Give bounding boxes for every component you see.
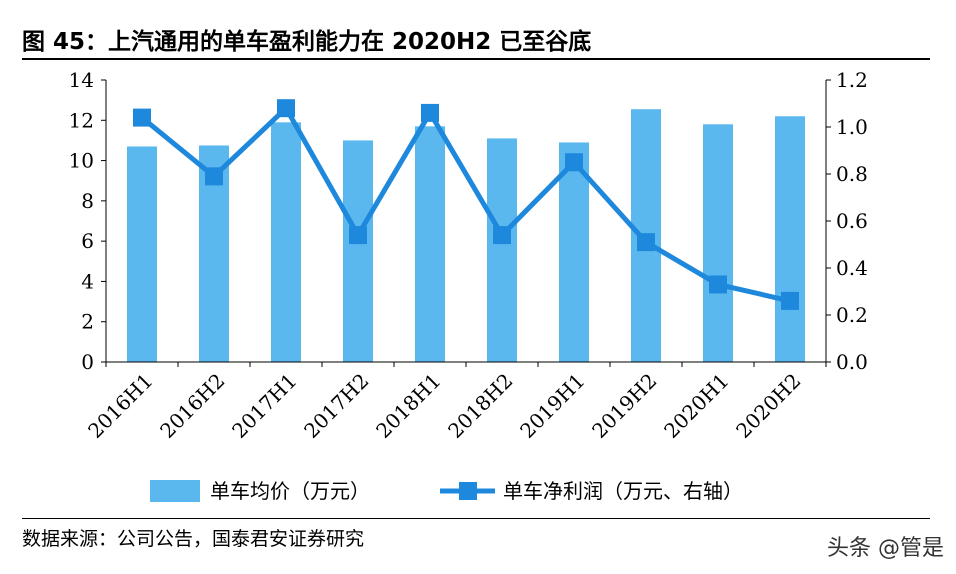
line-marker	[277, 99, 295, 118]
x-tick-label: 2018H2	[443, 369, 517, 443]
title-divider	[22, 58, 930, 60]
bar	[487, 138, 517, 362]
line-marker	[205, 167, 223, 186]
source-note: 数据来源：公司公告，国泰君安证券研究	[22, 528, 365, 550]
bar	[703, 124, 733, 362]
x-tick-label: 2017H1	[227, 369, 301, 443]
y-left-tick-label: 14	[69, 68, 94, 92]
y-right-tick-label: 0.0	[836, 350, 868, 374]
x-tick-label: 2018H1	[371, 369, 445, 443]
line-marker	[637, 233, 655, 252]
bar	[271, 122, 301, 362]
y-right-tick-label: 1.0	[836, 115, 868, 139]
footer-divider	[22, 518, 930, 519]
y-left-tick-label: 10	[69, 149, 94, 173]
line-marker	[349, 226, 367, 245]
legend-label-bars: 单车均价（万元）	[210, 479, 370, 503]
y-left-tick-label: 2	[81, 310, 94, 334]
y-right-tick-label: 1.2	[836, 68, 868, 92]
combo-chart: 024681012140.00.20.40.60.81.01.22016H120…	[69, 68, 868, 503]
x-tick-label: 2020H2	[731, 369, 805, 443]
y-right-tick-label: 0.6	[836, 209, 868, 233]
line-marker	[781, 291, 799, 310]
bar	[415, 126, 445, 362]
line-marker	[565, 153, 583, 172]
x-tick-label: 2019H1	[515, 369, 589, 443]
y-right-tick-label: 0.4	[836, 256, 868, 280]
bar	[775, 116, 805, 362]
x-tick-label: 2020H1	[659, 369, 733, 443]
legend-label-line: 单车净利润（万元、右轴）	[503, 479, 743, 503]
y-left-tick-label: 0	[81, 350, 94, 374]
x-tick-label: 2019H2	[587, 369, 661, 443]
line-marker	[133, 108, 151, 127]
chart-title: 图 45：上汽通用的单车盈利能力在 2020H2 已至谷底	[22, 29, 592, 55]
bar	[127, 146, 157, 362]
line-marker	[493, 226, 511, 245]
x-tick-label: 2016H2	[155, 369, 229, 443]
y-left-tick-label: 8	[81, 189, 94, 213]
x-tick-label: 2016H1	[83, 369, 157, 443]
bar	[343, 140, 373, 362]
watermark: 头条 @管是	[827, 536, 944, 561]
y-right-tick-label: 0.2	[836, 303, 868, 327]
line-marker	[421, 103, 439, 122]
y-left-tick-label: 4	[81, 269, 94, 293]
y-left-tick-label: 6	[81, 229, 94, 253]
y-right-tick-label: 0.8	[836, 162, 868, 186]
y-left-tick-label: 12	[69, 108, 94, 132]
legend-swatch-bars	[150, 480, 200, 502]
x-tick-label: 2017H2	[299, 369, 373, 443]
line-marker	[709, 275, 727, 294]
legend-swatch-marker	[459, 482, 477, 500]
bar	[559, 142, 589, 362]
series-line	[140, 105, 791, 304]
